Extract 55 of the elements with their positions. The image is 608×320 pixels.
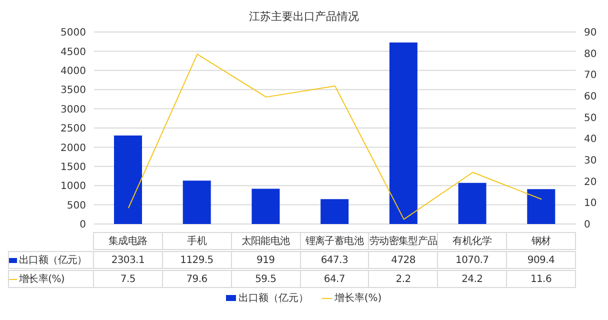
y2-tick-label: 40 [584,134,597,146]
legend-label: 出口额（亿元） [8,251,94,269]
chart-title: 江苏主要出口产品情况 [248,9,360,25]
data-label: 79.6 [162,270,232,288]
data-label: 2303.1 [93,251,163,269]
data-label: 1070.7 [437,251,508,269]
x-tick-label: 手机 [162,232,232,250]
y-tick-label: 1500 [60,162,86,173]
bar [389,42,418,224]
y2-tick-label: 60 [584,92,597,103]
data-label: 909.4 [506,251,576,269]
bar [114,136,142,224]
x-tick-label: 锂离子蓄电池 [300,232,370,250]
y2-tick-label: 80 [584,48,597,60]
data-label: 24.2 [437,270,508,288]
y2-tick-label: 90 [584,28,597,39]
line-series [128,54,542,220]
y-tick-label: 0 [80,220,86,231]
x-tick-label: 劳动密集型产品 [368,232,438,250]
y-tick-label: 4000 [60,66,86,77]
data-label: 647.3 [300,251,370,269]
text: 增长率(%) [19,274,65,285]
data-label: 7.5 [93,270,163,288]
y-tick-label: 5000 [60,28,86,39]
data-label: 919 [230,251,301,269]
y-tick-label: 3500 [60,85,86,96]
data-label: 64.7 [300,270,370,288]
data-label: 4728 [368,251,438,269]
text: 出口额（亿元） [238,293,308,304]
x-tick-label: 集成电路 [93,232,163,250]
data-label: 2.2 [368,270,438,288]
bar [527,189,556,224]
bar [458,182,486,224]
x-tick-label: 有机化学 [437,232,508,250]
bar [252,188,280,224]
y2-tick-label: 0 [584,220,590,231]
y-tick-label: 1000 [60,181,86,192]
y2-tick-label: 20 [584,176,597,188]
x-tick-label: 太阳能电池 [230,232,301,250]
y-tick-label: 500 [66,200,86,212]
y-tick-label: 3000 [60,104,86,116]
y2-tick-label: 70 [584,70,597,82]
y2-tick-label: 50 [584,112,597,124]
data-label: 11.6 [506,270,576,288]
bar [182,180,211,224]
data-label: 1129.5 [162,251,232,269]
bar [320,199,349,224]
x-tick-label: 钢材 [506,232,576,250]
y-tick-label: 4500 [60,46,86,58]
y-tick-label: 2000 [60,142,86,154]
y2-tick-label: 10 [584,198,597,210]
y2-tick-label: 30 [584,156,597,167]
data-label: 59.5 [230,270,301,288]
y-tick-label: 2500 [60,124,86,135]
legend-label: 增长率(%) [333,292,382,305]
